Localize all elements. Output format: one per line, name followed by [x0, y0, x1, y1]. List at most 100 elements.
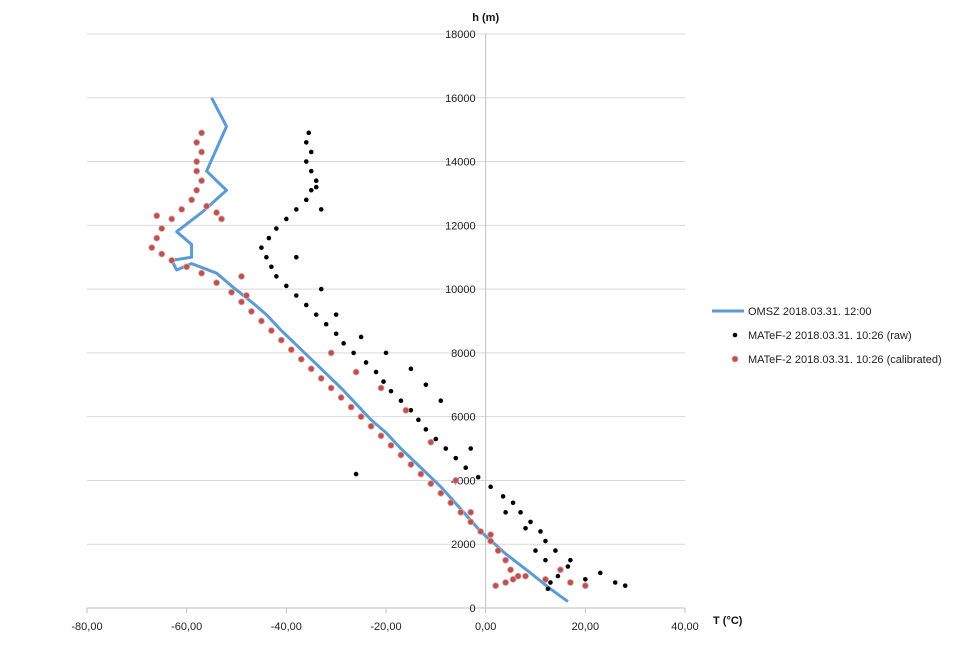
calibrated-point: [514, 572, 522, 580]
raw-point: [545, 586, 551, 592]
legend-label: MATeF-2 2018.03.31. 10:26 (raw): [748, 330, 912, 342]
raw-point: [363, 360, 369, 365]
raw-point: [303, 197, 309, 203]
raw-point: [543, 538, 548, 544]
raw-point: [538, 529, 543, 534]
calibrated-point: [267, 327, 275, 334]
raw-point: [388, 388, 394, 394]
raw-point: [269, 264, 274, 270]
calibrated-point: [377, 384, 385, 392]
calibrated-point: [542, 575, 549, 583]
calibrated-point: [317, 374, 325, 382]
calibrated-point: [198, 148, 206, 156]
calibrated-point: [258, 317, 265, 325]
calibrated-point: [277, 336, 285, 344]
raw-point: [351, 350, 356, 356]
raw-point: [303, 159, 309, 164]
raw-point: [264, 254, 269, 260]
legend-swatch-calibrated: [731, 355, 739, 363]
calibrated-point: [477, 528, 485, 535]
calibrated-point: [467, 518, 475, 526]
calibrated-point: [243, 292, 250, 299]
calibrated-point: [213, 209, 220, 216]
raw-point: [416, 417, 421, 423]
y-tick-label: 2000: [451, 539, 475, 551]
calibrated-point: [248, 308, 255, 315]
raw-point: [318, 286, 324, 292]
calibrated-point: [307, 365, 315, 373]
calibrated-point: [522, 572, 529, 580]
raw-point: [568, 557, 573, 563]
calibrated-point: [193, 167, 201, 175]
raw-point: [313, 178, 319, 183]
raw-point: [266, 235, 272, 241]
y-tick-label: 18000: [445, 29, 476, 41]
raw-point: [423, 427, 429, 432]
calibrated-point: [357, 413, 365, 421]
calibrated-point: [193, 158, 201, 165]
raw-point: [433, 436, 439, 442]
calibrated-point: [297, 355, 305, 363]
y-tick-labels: 0200040006000800010000120001400016000180…: [445, 29, 476, 615]
raw-point: [488, 484, 493, 490]
raw-point: [528, 519, 533, 525]
raw-point: [518, 510, 523, 515]
raw-point: [555, 573, 561, 579]
x-tick-label: -80,00: [71, 621, 102, 633]
raw-point: [381, 379, 386, 384]
calibrated-point: [509, 575, 517, 583]
y-tick-label: 14000: [445, 157, 476, 169]
calibrated-point: [158, 250, 166, 258]
raw-point: [294, 207, 299, 212]
raw-point: [500, 494, 506, 499]
calibrated-point: [238, 298, 245, 306]
series-line-omsz: [170, 97, 569, 603]
calibrated-point: [427, 438, 435, 446]
raw-point: [622, 583, 628, 588]
calibrated-point: [427, 480, 435, 488]
x-tick-label: 40,00: [671, 621, 699, 633]
raw-point: [373, 369, 379, 375]
calibrated-point: [148, 244, 156, 252]
x-tick-labels: -80,00 -60,00 -40,00 -20,00 0,00 20,00 40,00: [71, 608, 699, 633]
raw-point: [313, 184, 319, 190]
calibrated-point: [153, 234, 161, 242]
raw-point: [323, 321, 329, 327]
x-axis-title: T (°C): [713, 615, 743, 627]
gridlines: [87, 33, 685, 545]
axes: [87, 34, 685, 609]
raw-point: [308, 168, 314, 174]
raw-point: [274, 226, 279, 231]
calibrated-point: [492, 582, 500, 590]
raw-point: [294, 293, 299, 298]
raw-point: [274, 274, 279, 279]
raw-point: [548, 580, 553, 585]
raw-point: [503, 510, 508, 515]
raw-point: [333, 312, 339, 317]
raw-point: [423, 382, 429, 388]
calibrated-point: [407, 461, 415, 468]
calibrated-point: [397, 451, 405, 459]
calibrated-point: [188, 196, 196, 204]
calibrated-point: [566, 579, 574, 586]
calibrated-point: [198, 177, 206, 185]
calibrated-point: [377, 432, 385, 440]
y-tick-label: 12000: [445, 220, 476, 232]
calibrated-point: [507, 566, 514, 574]
x-tick-label: -40,00: [271, 621, 302, 633]
calibrated-point: [198, 129, 206, 137]
raw-point: [398, 398, 404, 404]
calibrated-point: [457, 508, 465, 516]
y-tick-label: 0: [470, 603, 476, 615]
raw-point: [383, 350, 389, 356]
calibrated-point: [437, 489, 445, 497]
calibrated-point: [367, 422, 375, 430]
calibrated-point: [494, 547, 502, 554]
raw-point: [353, 471, 359, 477]
calibrated-point: [557, 566, 564, 574]
legend-swatch-raw: [732, 332, 738, 338]
calibrated-point: [327, 384, 335, 392]
raw-point: [533, 548, 538, 553]
calibrated-point: [447, 499, 455, 507]
raw-point: [583, 577, 588, 582]
